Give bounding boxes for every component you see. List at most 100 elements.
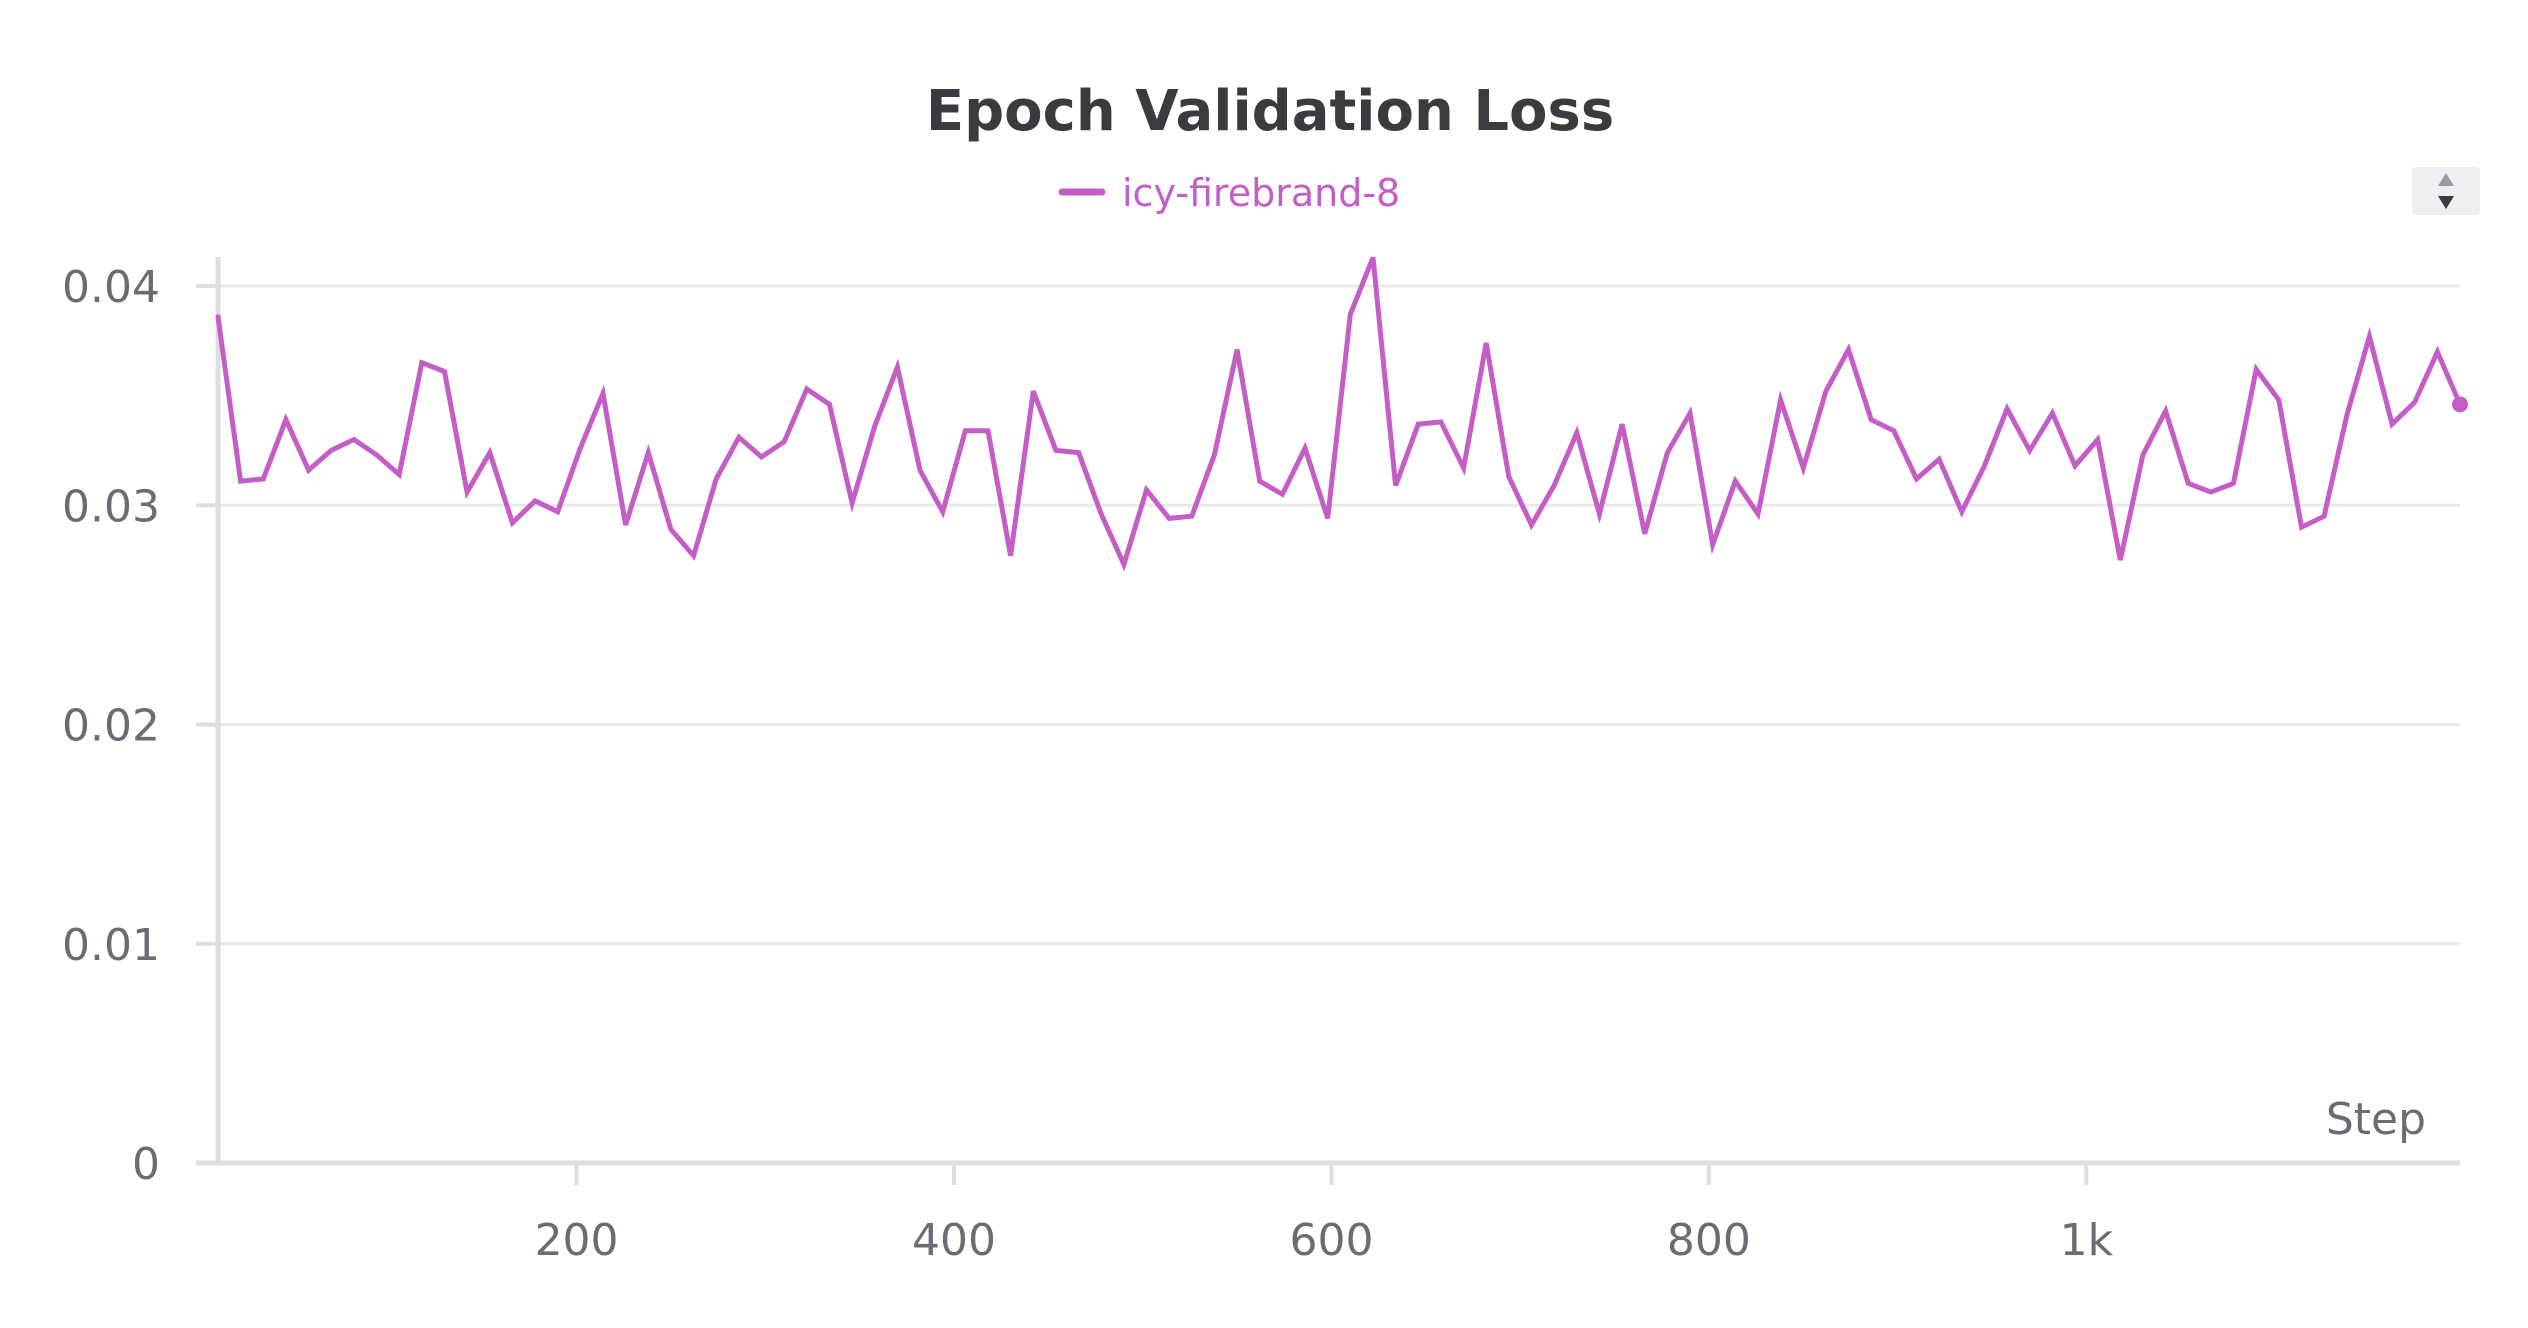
x-tick-label: 400	[912, 1215, 996, 1266]
data-point	[600, 390, 606, 396]
data-point	[283, 417, 289, 423]
data-point	[2004, 406, 2010, 412]
data-point	[1868, 417, 1874, 423]
data-point	[2117, 557, 2123, 563]
axes	[196, 257, 2460, 1166]
data-point	[464, 489, 470, 495]
data-point	[1030, 388, 1036, 394]
data-point	[532, 498, 538, 504]
data-point	[985, 428, 991, 434]
data-point	[260, 476, 266, 482]
data-point	[328, 447, 334, 453]
data-point	[1483, 340, 1489, 346]
data-point	[872, 423, 878, 429]
data-point	[1596, 511, 1602, 517]
y-tick-label: 0.04	[62, 262, 160, 313]
data-point	[2412, 399, 2418, 405]
data-point	[1619, 421, 1625, 427]
data-point	[759, 454, 765, 460]
data-point	[1528, 522, 1534, 528]
data-point	[1664, 450, 1670, 456]
data-point	[1189, 513, 1195, 519]
data-point	[1415, 421, 1421, 427]
data-point	[736, 434, 742, 440]
data-point	[2095, 436, 2101, 442]
data-point	[691, 553, 697, 559]
data-point	[1144, 487, 1150, 493]
data-point	[1076, 450, 1082, 456]
y-tick-label: 0.02	[62, 701, 160, 752]
x-axis-ticks: 200 400 600 800 1k	[535, 1163, 2114, 1266]
series-layer	[215, 254, 2468, 572]
data-point	[1551, 483, 1557, 489]
data-point	[1574, 430, 1580, 436]
data-point	[781, 439, 787, 445]
data-point	[1211, 452, 1217, 458]
data-point	[1370, 254, 1376, 260]
data-point	[1053, 447, 1059, 453]
data-point	[2027, 447, 2033, 453]
data-point	[509, 520, 515, 526]
data-point	[1257, 478, 1263, 484]
series-end-point	[2452, 396, 2468, 413]
data-point	[1642, 531, 1648, 537]
data-point	[374, 452, 380, 458]
data-point	[419, 360, 425, 366]
legend-scroll-control[interactable]	[2412, 167, 2480, 215]
data-point	[1438, 419, 1444, 425]
data-point	[668, 526, 674, 532]
data-point	[215, 314, 221, 320]
data-point	[2185, 480, 2191, 486]
data-point	[804, 386, 810, 392]
y-tick-label: 0.01	[62, 920, 160, 971]
data-point	[1981, 463, 1987, 469]
data-point	[2321, 513, 2327, 519]
legend[interactable]: icy-firebrand-8	[1058, 171, 1400, 215]
data-point	[2231, 480, 2237, 486]
data-point	[1936, 456, 1942, 462]
chart-title: Epoch Validation Loss	[926, 79, 1614, 144]
data-point	[2434, 349, 2440, 355]
data-point	[1823, 388, 1829, 394]
series-line-icy-firebrand-8	[215, 256, 2463, 572]
data-point	[940, 509, 946, 515]
data-point	[1008, 553, 1014, 559]
y-tick-label: 0.03	[62, 481, 160, 532]
y-axis-ticks: 0 0.01 0.02 0.03 0.04	[62, 262, 218, 1190]
data-point	[2163, 408, 2169, 414]
data-point	[2366, 333, 2372, 339]
data-point	[1778, 397, 1784, 403]
data-point	[1325, 515, 1331, 521]
data-point	[238, 478, 244, 484]
data-point	[1302, 445, 1308, 451]
grid	[218, 284, 2460, 946]
x-tick-label: 200	[535, 1215, 619, 1266]
data-point	[2049, 410, 2055, 416]
data-point	[623, 522, 629, 528]
data-point	[1800, 465, 1806, 471]
legend-label-series: icy-firebrand-8	[1122, 171, 1400, 215]
x-tick-label: 1k	[2060, 1215, 2114, 1266]
data-point	[441, 369, 447, 375]
data-point	[2253, 366, 2259, 372]
data-point	[396, 472, 402, 478]
data-point	[1098, 511, 1104, 517]
data-point	[2344, 412, 2350, 418]
data-point	[1461, 465, 1467, 471]
data-point	[351, 436, 357, 442]
data-point	[1279, 491, 1285, 497]
data-point	[306, 467, 312, 473]
x-tick-label: 600	[1289, 1215, 1373, 1266]
data-point	[1234, 347, 1240, 353]
data-point	[917, 467, 923, 473]
x-tick-label: 800	[1667, 1215, 1751, 1266]
data-point	[1891, 428, 1897, 434]
data-point	[962, 428, 968, 434]
x-axis-label: Step	[2326, 1094, 2426, 1145]
data-point	[1710, 542, 1716, 548]
data-point	[826, 401, 832, 407]
data-point	[1687, 410, 1693, 416]
data-point	[2298, 524, 2304, 530]
